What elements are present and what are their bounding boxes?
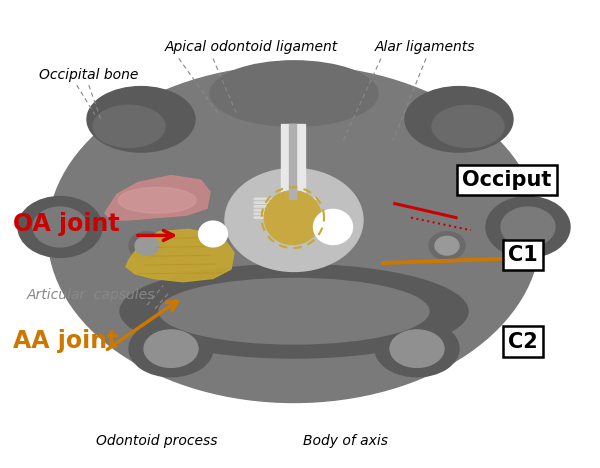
Ellipse shape [135, 236, 159, 255]
Ellipse shape [129, 321, 213, 377]
Text: Odontoid process: Odontoid process [96, 434, 218, 448]
Text: Apical odontoid ligament: Apical odontoid ligament [165, 40, 338, 54]
Text: OA joint: OA joint [13, 212, 120, 236]
Ellipse shape [225, 168, 363, 271]
Ellipse shape [33, 207, 87, 247]
Ellipse shape [210, 61, 378, 126]
Text: C1: C1 [508, 245, 538, 265]
Polygon shape [105, 176, 210, 220]
Ellipse shape [435, 236, 459, 255]
Ellipse shape [405, 87, 513, 152]
Ellipse shape [18, 197, 102, 257]
Ellipse shape [159, 278, 429, 344]
Polygon shape [126, 229, 234, 282]
Ellipse shape [48, 66, 540, 402]
Text: AA joint: AA joint [13, 329, 119, 353]
Ellipse shape [429, 232, 465, 260]
Ellipse shape [501, 207, 555, 247]
Ellipse shape [144, 330, 198, 367]
Ellipse shape [390, 330, 444, 367]
Ellipse shape [265, 190, 322, 244]
Ellipse shape [199, 221, 227, 247]
Text: Occipital bone: Occipital bone [39, 68, 139, 82]
Ellipse shape [375, 321, 459, 377]
Text: Occiput: Occiput [463, 170, 551, 190]
Ellipse shape [93, 105, 165, 147]
Text: Articular  capsules: Articular capsules [27, 288, 155, 302]
Ellipse shape [432, 105, 504, 147]
Polygon shape [139, 238, 157, 255]
Text: Alar ligaments: Alar ligaments [375, 40, 476, 54]
Ellipse shape [314, 210, 353, 244]
Bar [281, 124, 305, 199]
Bar [289, 124, 296, 199]
Polygon shape [431, 238, 449, 255]
Ellipse shape [486, 197, 570, 257]
Ellipse shape [120, 264, 468, 358]
Ellipse shape [129, 232, 165, 260]
Ellipse shape [87, 87, 195, 152]
Text: Body of axis: Body of axis [303, 434, 388, 448]
Ellipse shape [118, 187, 196, 213]
Text: C2: C2 [508, 332, 538, 351]
